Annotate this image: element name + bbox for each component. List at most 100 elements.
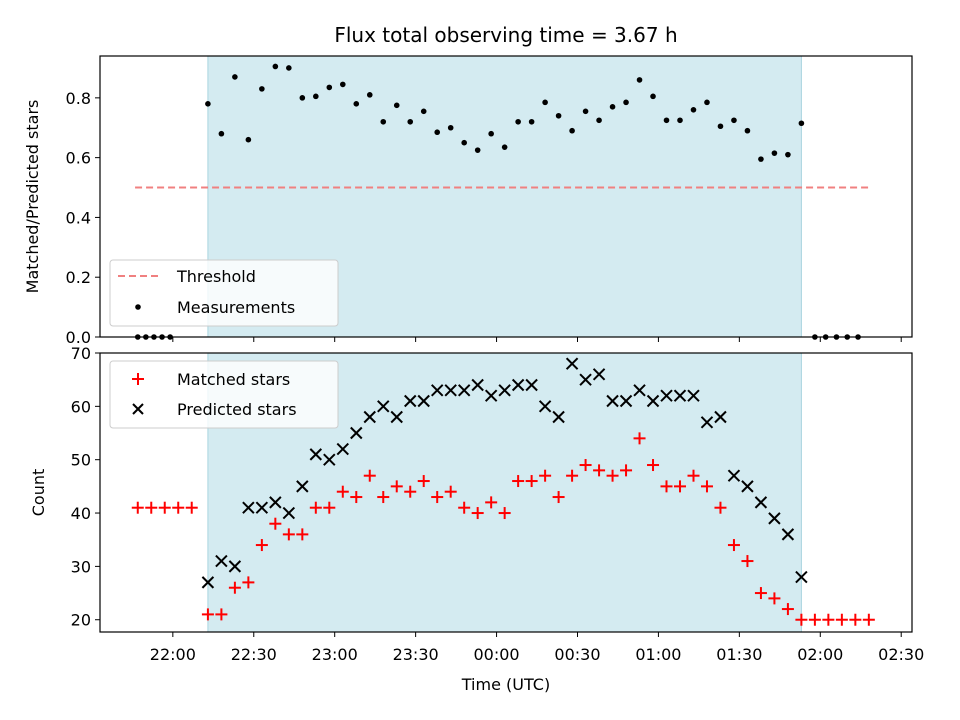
matched-star-marker: [754, 587, 767, 600]
predicted-star-stroke-b: [390, 410, 403, 424]
predicted-star-stroke-b: [525, 378, 538, 392]
measurement-point: [272, 63, 279, 70]
matched-star-marker: [215, 608, 228, 621]
predicted-star-stroke-b: [511, 378, 525, 392]
matched-star-marker: [525, 475, 538, 488]
matched-star-marker: [417, 475, 430, 488]
predicted-star-stroke-b: [269, 496, 282, 509]
predicted-star-stroke-b: [714, 410, 727, 424]
predicted-star-marker: [538, 400, 552, 413]
predicted-star-marker: [377, 400, 390, 413]
matched-star-marker: [741, 555, 754, 568]
predicted-star-marker: [592, 368, 606, 381]
predicted-star-stroke-b: [377, 400, 390, 413]
count-x-tick-label: 22:00: [150, 645, 196, 664]
measurement-point: [542, 99, 548, 106]
predicted-star-marker: [404, 394, 417, 408]
count-x-tick-label: 22:30: [231, 645, 277, 664]
predicted-star-stroke-b: [660, 389, 673, 402]
matched-star-marker: [444, 485, 457, 498]
predicted-star-marker: [215, 554, 228, 568]
predicted-star-stroke-b: [687, 389, 700, 402]
measurement-point: [515, 118, 521, 125]
predicted-star-stroke-b: [228, 560, 242, 573]
measurement-point: [690, 107, 697, 113]
ratio-legend: Threshold Measurements: [109, 259, 339, 327]
predicted-star-marker: [700, 416, 714, 429]
matched-stars-points: [131, 432, 875, 626]
count-y-tick-label: 30: [71, 557, 91, 576]
predicted-star-stroke-b: [646, 394, 660, 408]
predicted-star-stroke-b: [795, 570, 808, 584]
ratio-x-ticks: [172, 337, 902, 342]
matched-star-marker: [822, 613, 835, 626]
predicted-star-marker: [484, 389, 498, 402]
count-panel: 20 30 40 50 60 70 22:00 22:30 23:00 23:30 00:00 00…: [29, 344, 924, 694]
measurement-point: [447, 124, 454, 131]
matched-star-marker: [145, 501, 158, 514]
predicted-star-stroke-b: [592, 368, 606, 381]
count-y-tick-label: 60: [71, 397, 91, 416]
matched-star-marker: [781, 603, 794, 616]
measurement-point: [798, 120, 805, 127]
predicted-star-stroke-b: [296, 480, 309, 493]
measurement-point: [380, 118, 387, 125]
matched-star-marker: [552, 491, 565, 504]
measurement-point: [582, 108, 589, 115]
matched-star-marker: [714, 501, 727, 514]
measurement-point: [286, 65, 292, 71]
matched-star-marker: [309, 501, 322, 514]
legend-predicted-swatch: [132, 403, 144, 415]
count-x-ticks: 22:00 22:30 23:00 23:30 00:00 00:30 01:00 01:30…: [150, 632, 924, 664]
legend-measurements-swatch: [135, 304, 141, 310]
predicted-star-marker: [309, 448, 323, 461]
matched-star-marker: [620, 464, 633, 477]
measurement-point: [353, 101, 360, 107]
predicted-star-stroke-b: [457, 384, 471, 397]
measurement-point: [205, 101, 211, 107]
measurement-point: [259, 86, 265, 92]
count-x-tick-label: 00:00: [474, 645, 520, 664]
measurement-point: [785, 151, 791, 158]
predicted-star-stroke-b: [417, 394, 430, 408]
predicted-star-marker: [228, 560, 242, 573]
count-legend: Matched stars Predicted stars: [109, 360, 339, 429]
measurement-point: [501, 144, 508, 150]
predicted-star-marker: [687, 389, 700, 402]
measurement-point: [474, 147, 481, 153]
measurement-point: [434, 129, 441, 136]
measurement-point: [623, 99, 629, 106]
predicted-star-stroke-b: [606, 394, 619, 408]
matched-star-marker: [323, 501, 336, 514]
predicted-star-marker: [511, 378, 525, 392]
count-y-axis-label: Count: [29, 469, 48, 517]
predicted-star-marker: [444, 384, 457, 397]
measurement-point: [420, 108, 427, 115]
predicted-star-marker: [768, 512, 781, 525]
matched-star-marker: [633, 432, 646, 445]
ratio-panel: 0.00.20.40.60.8 Matched/Predicted stars …: [23, 55, 913, 347]
predicted-star-stroke-b: [444, 384, 457, 397]
measurement-point: [366, 92, 373, 98]
measurement-point: [596, 117, 602, 124]
predicted-star-marker: [457, 384, 471, 397]
matched-star-marker: [363, 469, 376, 482]
matched-star-marker: [674, 480, 686, 493]
predicted-star-stroke-b: [242, 501, 255, 514]
predicted-star-stroke-b: [700, 416, 714, 429]
predicted-star-stroke-b: [471, 378, 484, 392]
count-legend-box: [109, 360, 339, 429]
count-x-tick-label: 02:30: [878, 645, 924, 664]
predicted-star-marker: [565, 357, 579, 370]
matched-star-marker: [768, 592, 781, 605]
matched-star-marker: [431, 491, 444, 504]
predicted-star-marker: [323, 453, 336, 466]
predicted-star-marker: [673, 389, 687, 402]
predicted-star-stroke-b: [350, 426, 363, 440]
measurement-point: [744, 127, 751, 134]
matched-star-marker: [700, 480, 713, 493]
predicted-star-stroke-b: [282, 506, 296, 520]
predicted-star-stroke-b: [404, 394, 417, 408]
predicted-star-marker: [646, 394, 660, 408]
